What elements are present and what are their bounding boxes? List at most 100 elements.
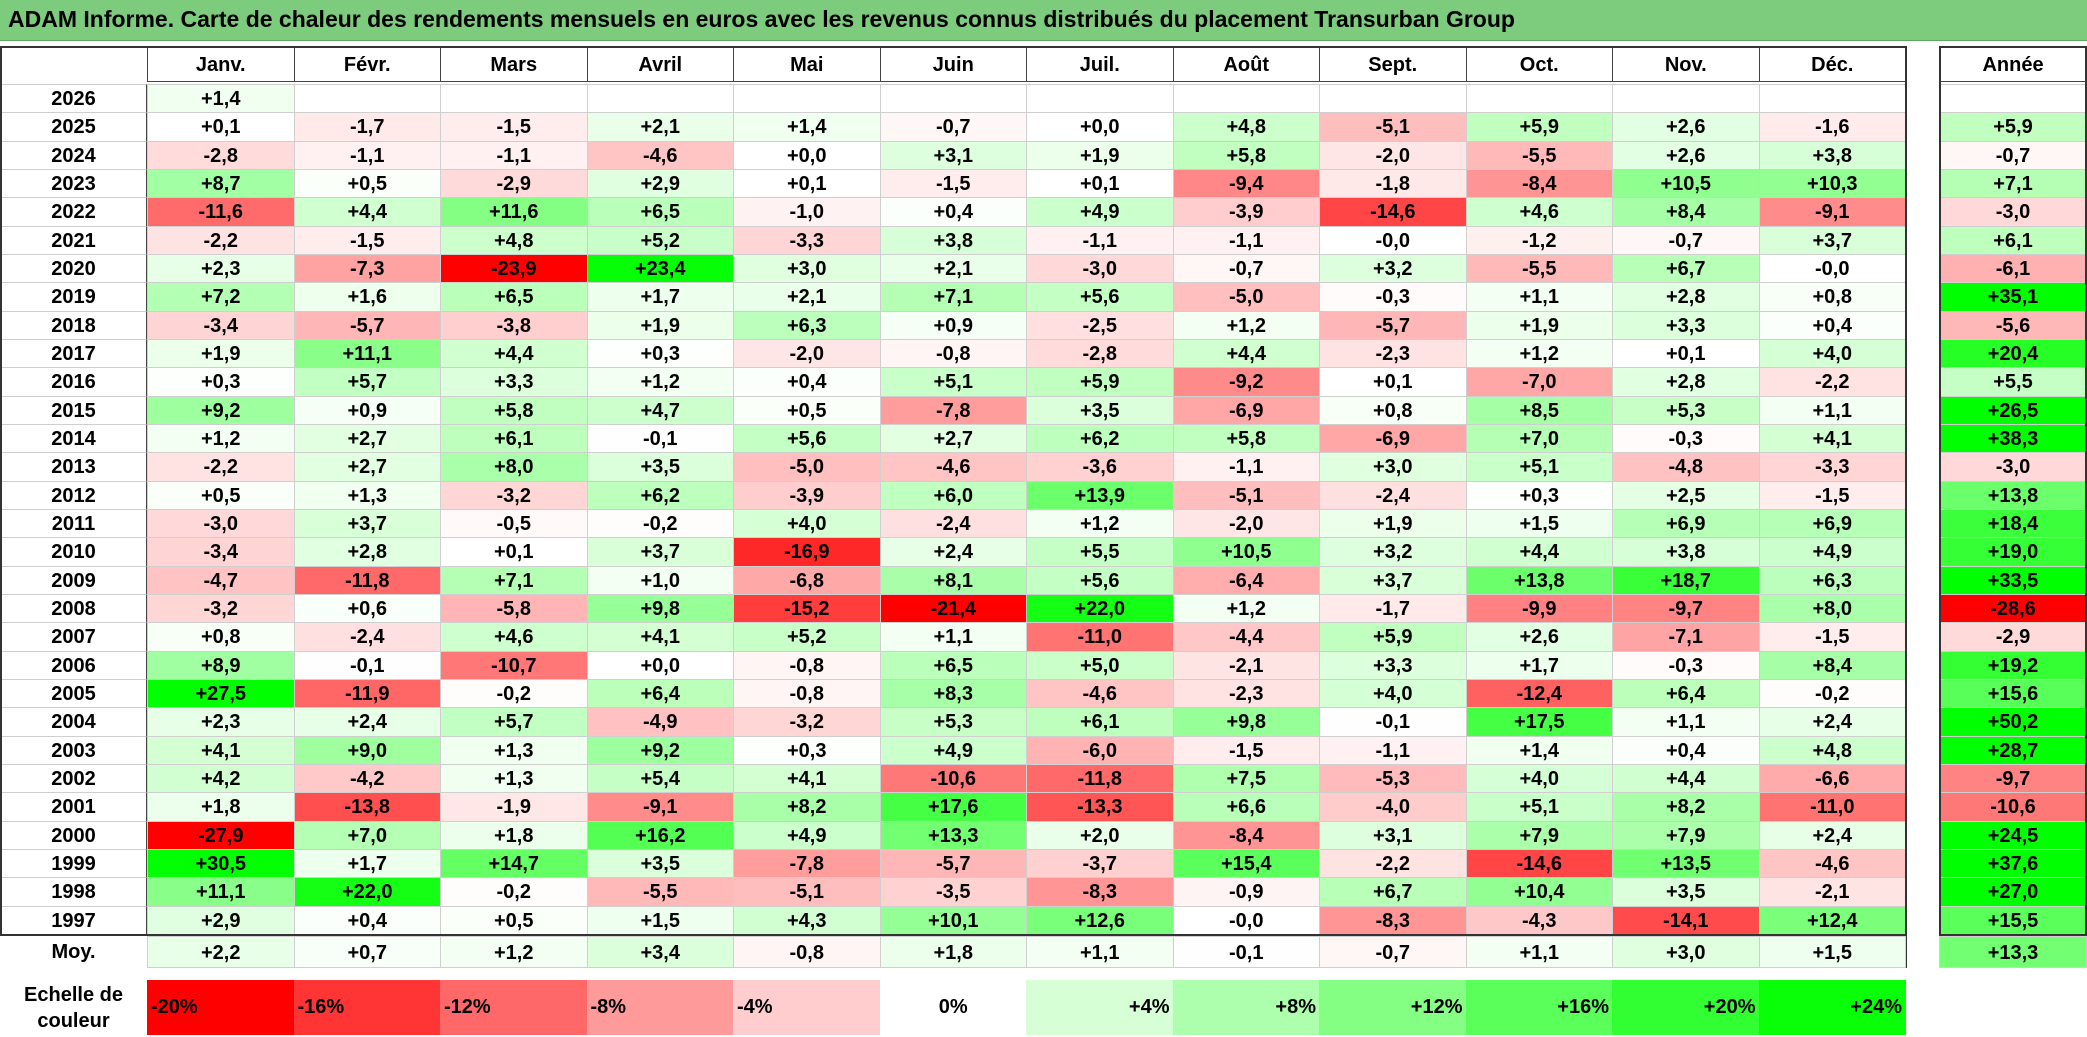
year-label: 2000 [0, 820, 147, 850]
color-scale-stop: +12% [1319, 980, 1467, 1035]
heatmap-cell: -1,1 [1172, 452, 1320, 482]
heatmap-cell: +0,8 [1319, 395, 1467, 425]
year-label: 2024 [0, 140, 147, 170]
average-cell: -0,8 [733, 936, 881, 968]
heatmap-cell: +2,8 [1612, 282, 1760, 312]
color-scale-stop: +20% [1612, 980, 1760, 1035]
color-scale-stop: -8% [586, 980, 734, 1035]
heatmap-cell: +2,6 [1612, 112, 1760, 142]
heatmap-cell: +4,0 [1465, 763, 1613, 794]
heatmap-cell: +8,4 [1758, 650, 1906, 680]
heatmap-cell: -2,0 [1172, 508, 1320, 539]
heatmap-cell: -3,2 [440, 480, 588, 510]
heatmap-cell: +6,4 [586, 678, 734, 709]
heatmap-cell: -0,3 [1612, 650, 1760, 680]
heatmap-cell: -4,7 [147, 565, 295, 595]
heatmap-cell: -6,8 [733, 565, 881, 595]
title-bar: ADAM Informe. Carte de chaleur des rende… [0, 0, 2087, 41]
heatmap-cell [733, 84, 881, 114]
heatmap-cell: -3,4 [147, 310, 295, 340]
heatmap-cell: +10,4 [1465, 877, 1613, 907]
heatmap-cell: +4,9 [879, 735, 1027, 765]
heatmap-cell: +6,4 [1612, 678, 1760, 709]
heatmap-cell: +9,2 [586, 735, 734, 765]
heatmap-cell: +4,8 [440, 225, 588, 255]
heatmap-cell: +1,4 [1465, 735, 1613, 765]
color-scale-label: Echelle de couleur [0, 982, 147, 1034]
heatmap-cell: -5,1 [733, 877, 881, 907]
heatmap-cell: +0,3 [1465, 480, 1613, 510]
heatmap-cell: -1,5 [293, 225, 441, 255]
heatmap-cell: -10,6 [879, 763, 1027, 794]
heatmap-cell: +4,1 [1758, 423, 1906, 454]
heatmap-cell: +2,6 [1612, 140, 1760, 170]
year-label: 2001 [0, 792, 147, 822]
heatmap-cell [293, 84, 441, 114]
heatmap-cell: -2,8 [1026, 338, 1174, 369]
heatmap-cell: -9,1 [1758, 197, 1906, 227]
heatmap-cell: -21,4 [879, 593, 1027, 624]
heatmap-cell: +9,8 [586, 593, 734, 624]
annual-cell: +18,4 [1939, 508, 2087, 539]
year-label: 2021 [0, 225, 147, 255]
heatmap-cell: +3,0 [733, 253, 881, 284]
heatmap-cell: -2,3 [1172, 678, 1320, 709]
heatmap-cell: -4,6 [879, 452, 1027, 482]
heatmap-cell: +14,7 [440, 848, 588, 879]
heatmap-cell: +1,7 [586, 282, 734, 312]
heatmap-cell: -5,0 [1172, 282, 1320, 312]
heatmap-cell: +7,2 [147, 282, 295, 312]
heatmap-cell: +17,6 [879, 792, 1027, 822]
heatmap-cell: +6,5 [586, 197, 734, 227]
heatmap-cell: -13,3 [1026, 792, 1174, 822]
heatmap-cell: -8,4 [1465, 168, 1613, 199]
annual-cell: -10,6 [1939, 792, 2087, 822]
heatmap-cell: -0,7 [879, 112, 1027, 142]
heatmap-cell: +0,1 [1319, 367, 1467, 397]
heatmap-cell: +1,1 [1465, 282, 1613, 312]
heatmap-cell: +3,7 [1319, 565, 1467, 595]
heatmap-cell: +5,8 [1172, 140, 1320, 170]
chart-title: ADAM Informe. Carte de chaleur des rende… [8, 6, 1515, 32]
heatmap-cell: +10,3 [1758, 168, 1906, 199]
heatmap-cell: +2,4 [1758, 707, 1906, 737]
heatmap-cell: +4,0 [1319, 678, 1467, 709]
heatmap-cell: +0,1 [1612, 338, 1760, 369]
heatmap-cell: +5,8 [1172, 423, 1320, 454]
heatmap-cell: -1,1 [1026, 225, 1174, 255]
heatmap-cell: -2,8 [147, 140, 295, 170]
heatmap-cell: +1,2 [1172, 310, 1320, 340]
heatmap-cell: +7,9 [1612, 820, 1760, 850]
heatmap-cell: -5,7 [1319, 310, 1467, 340]
heatmap-cell: -1,9 [440, 792, 588, 822]
average-cell: -0,7 [1319, 936, 1467, 968]
heatmap-cell: +9,2 [147, 395, 295, 425]
heatmap-cell: +8,2 [1612, 792, 1760, 822]
heatmap-cell: -5,7 [293, 310, 441, 340]
heatmap-cell: +23,4 [586, 253, 734, 284]
month-header: Sept. [1319, 46, 1467, 82]
heatmap-cell: -1,1 [1319, 735, 1467, 765]
annual-cell: -3,0 [1939, 452, 2087, 482]
heatmap-cell: -9,2 [1172, 367, 1320, 397]
heatmap-cell: +13,8 [1465, 565, 1613, 595]
heatmap-cell: -4,6 [1758, 848, 1906, 879]
heatmap-cell: +13,3 [879, 820, 1027, 850]
heatmap-cell: +6,0 [879, 480, 1027, 510]
heatmap-cell: -9,4 [1172, 168, 1320, 199]
heatmap-cell: -7,3 [293, 253, 441, 284]
average-separator [1939, 934, 2087, 936]
heatmap-cell: +0,3 [586, 338, 734, 369]
annual-cell: -3,0 [1939, 197, 2087, 227]
heatmap-cell: +7,1 [879, 282, 1027, 312]
heatmap-cell: +1,2 [586, 367, 734, 397]
heatmap-cell: -0,0 [1172, 905, 1320, 935]
heatmap-cell: -27,9 [147, 820, 295, 850]
heatmap-cell: -3,0 [147, 508, 295, 539]
heatmap-cell: -9,1 [586, 792, 734, 822]
heatmap-cell: +5,3 [1612, 395, 1760, 425]
heatmap-cell: -3,3 [1758, 452, 1906, 482]
heatmap-cell: -5,7 [879, 848, 1027, 879]
heatmap-cell: +2,7 [879, 423, 1027, 454]
color-scale-stop: 0% [879, 980, 1027, 1035]
